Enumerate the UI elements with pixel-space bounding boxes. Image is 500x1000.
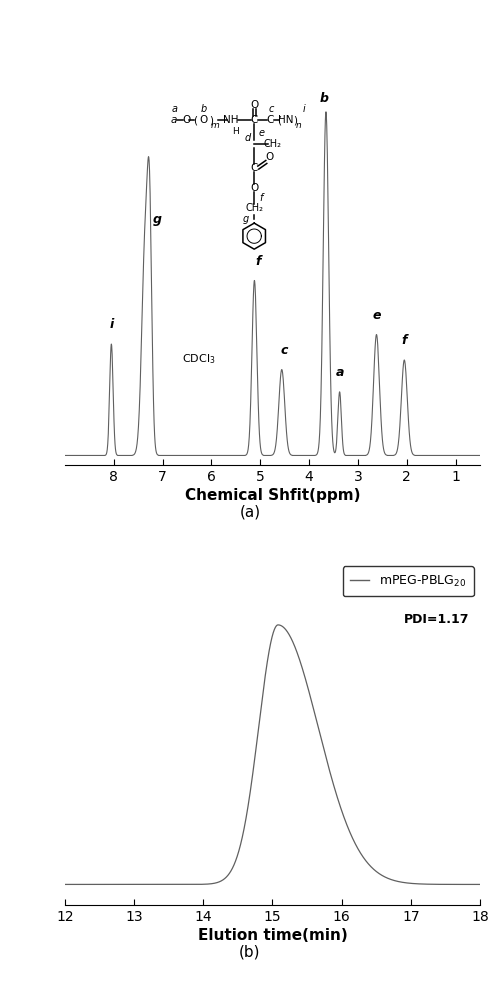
Text: c: c xyxy=(280,344,287,357)
Text: b: b xyxy=(320,92,329,105)
Text: e: e xyxy=(372,309,380,322)
Text: (a): (a) xyxy=(240,504,260,520)
X-axis label: Elution time(min): Elution time(min) xyxy=(198,928,348,943)
Text: i: i xyxy=(110,318,114,331)
Text: CDCl$_3$: CDCl$_3$ xyxy=(182,353,216,366)
Text: PDI=1.17: PDI=1.17 xyxy=(404,613,469,626)
Text: a: a xyxy=(336,366,344,379)
Text: (b): (b) xyxy=(240,944,261,960)
Text: f: f xyxy=(255,255,260,268)
Text: g: g xyxy=(152,213,162,226)
X-axis label: Chemical Shfit(ppm): Chemical Shfit(ppm) xyxy=(185,488,360,503)
Legend: mPEG-PBLG$_{20}$: mPEG-PBLG$_{20}$ xyxy=(342,566,474,596)
Text: f: f xyxy=(402,334,407,347)
